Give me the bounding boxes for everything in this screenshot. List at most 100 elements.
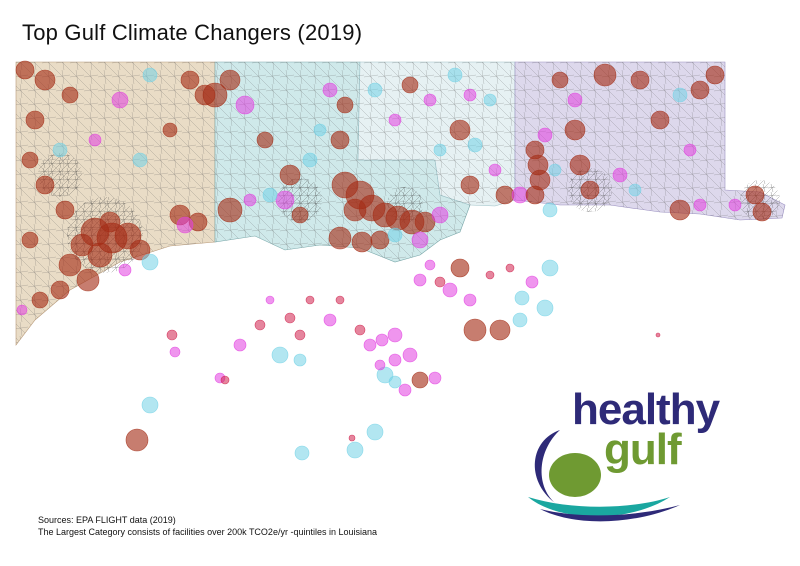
facility-bubble [141, 396, 159, 414]
facility-bubble [294, 329, 306, 341]
facility-bubble [243, 193, 257, 207]
facility-bubble [262, 187, 278, 203]
facility-bubble [354, 324, 366, 336]
facility-bubble [233, 338, 247, 352]
facility-bubble [423, 93, 437, 107]
facility-bubble [291, 206, 309, 224]
facility-bubble [655, 332, 661, 338]
facility-bubble [294, 445, 310, 461]
facility-bubble [672, 87, 688, 103]
facility-bubble [728, 198, 742, 212]
facility-bubble [463, 88, 477, 102]
facility-bubble [284, 312, 296, 324]
facility-bubble [118, 263, 132, 277]
facility-bubble [34, 69, 56, 91]
road-network [16, 62, 785, 345]
facility-bubble [256, 131, 274, 149]
facility-bubble [169, 346, 181, 358]
facility-bubble [328, 226, 352, 250]
facility-bubble [536, 299, 554, 317]
facility-bubble [542, 202, 558, 218]
facility-bubble [293, 353, 307, 367]
facility-bubble [129, 239, 151, 261]
facility-bubble [411, 371, 429, 389]
facility-bubble [705, 65, 725, 85]
facility-bubble [21, 151, 39, 169]
facility-bubble [548, 163, 562, 177]
facility-bubble [348, 434, 356, 442]
facility-bubble [279, 164, 301, 186]
facility-bubble [628, 183, 642, 197]
facility-bubble [217, 197, 243, 223]
facility-bubble [495, 185, 515, 205]
facility-bubble [367, 82, 383, 98]
facility-bubble [413, 273, 427, 287]
facility-bubble [21, 231, 39, 249]
facility-bubble [467, 137, 483, 153]
facility-bubble [411, 231, 429, 249]
facility-bubble [483, 93, 497, 107]
facility-bubble [35, 175, 55, 195]
facility-bubble [323, 313, 337, 327]
logo-word-gulf: gulf [604, 425, 682, 474]
facility-bubble [16, 304, 28, 316]
facility-bubble [537, 127, 553, 143]
facility-bubble [683, 143, 697, 157]
facility-bubble [463, 318, 487, 342]
facility-bubble [31, 291, 49, 309]
facility-bubble [52, 142, 68, 158]
facility-bubble [511, 186, 529, 204]
facility-bubble [447, 67, 463, 83]
facility-bubble [388, 353, 402, 367]
facility-bubble [15, 60, 35, 80]
facility-bubble [271, 346, 289, 364]
facility-bubble [745, 185, 765, 205]
facility-bubble [433, 143, 447, 157]
facility-bubble [388, 113, 402, 127]
facility-bubble [650, 110, 670, 130]
facility-bubble [514, 290, 530, 306]
facility-bubble [180, 70, 200, 90]
facility-bubble [202, 82, 228, 108]
facility-bubble [87, 242, 113, 268]
facility-bubble [330, 130, 350, 150]
facility-bubble [505, 263, 515, 273]
facility-bubble [414, 211, 436, 233]
facility-bubble [374, 359, 386, 371]
facility-bubble [305, 295, 315, 305]
facility-bubble [387, 227, 403, 243]
facility-bubble [363, 338, 377, 352]
facility-bubble [336, 96, 354, 114]
logo-mark [528, 430, 680, 522]
facility-bubble [693, 198, 707, 212]
facility-bubble [351, 231, 373, 253]
facility-bubble [125, 428, 149, 452]
facility-bubble [254, 319, 266, 331]
facility-bubble [132, 152, 148, 168]
facility-bubble [669, 199, 691, 221]
facility-bubble [387, 327, 403, 343]
facility-bubble [313, 123, 327, 137]
facility-bubble [322, 82, 338, 98]
facility-bubble [219, 69, 241, 91]
facility-bubble [489, 319, 511, 341]
facility-bubble [335, 295, 345, 305]
facility-bubble [346, 441, 364, 459]
facility-bubble [370, 230, 390, 250]
facility-bubble [463, 293, 477, 307]
facility-bubble [111, 91, 129, 109]
facility-bubble [593, 63, 617, 87]
facility-bubble [580, 180, 600, 200]
logo-word-healthy: healthy [572, 385, 720, 434]
category-note: The Largest Category consists of facilit… [38, 527, 377, 537]
facility-bubble [442, 282, 458, 298]
facility-bubble [569, 154, 591, 176]
facility-bubble [142, 67, 158, 83]
facility-bubble [525, 185, 545, 205]
facility-bubble [398, 383, 412, 397]
facility-bubble [401, 76, 419, 94]
facility-bubble [630, 70, 650, 90]
facility-bubble [88, 133, 102, 147]
facility-bubble [55, 200, 75, 220]
